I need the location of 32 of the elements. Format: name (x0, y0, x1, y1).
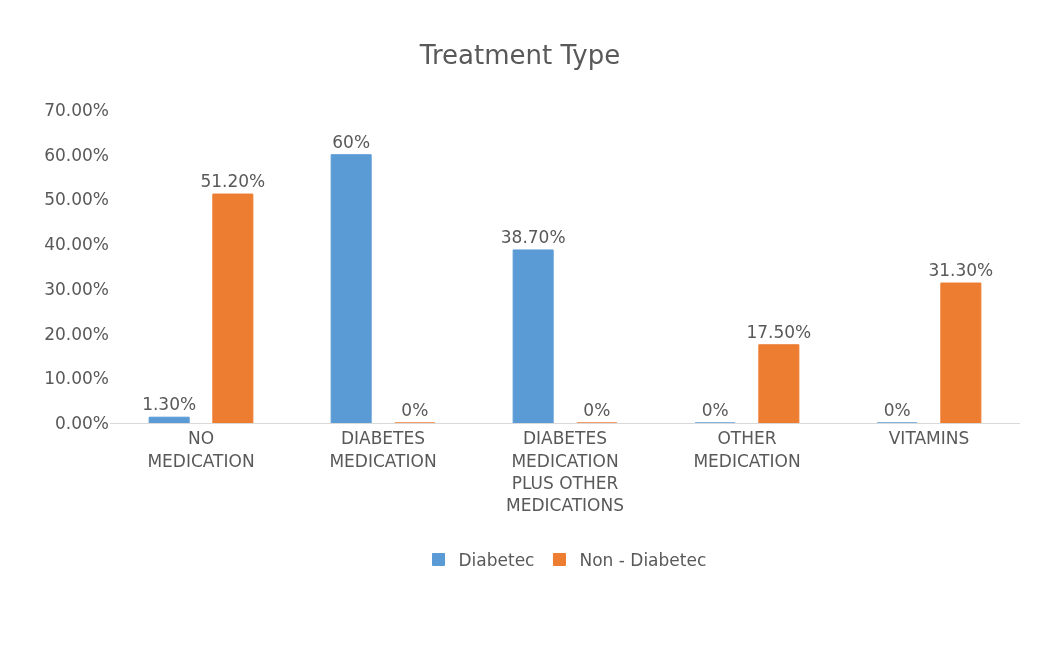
data-label: 38.70% (500, 226, 566, 247)
data-label: 0% (401, 400, 429, 420)
y-tick-label: 70.00% (44, 99, 109, 120)
y-tick-label: 60.00% (44, 144, 109, 165)
x-tick-label: OTHER MEDICATION (693, 428, 801, 471)
x-tick-label: VITAMINS (888, 428, 970, 449)
data-label: 51.20% (200, 171, 266, 192)
data-label: 60% (332, 131, 371, 152)
y-tick-label: 10.00% (44, 368, 109, 389)
data-label: 31.30% (928, 260, 994, 281)
bar (758, 344, 800, 423)
bar (940, 282, 982, 423)
y-tick-label: 0.00% (54, 412, 109, 433)
bar (512, 249, 554, 423)
data-label: 17.50% (746, 321, 812, 342)
data-label: 1.30% (142, 394, 197, 415)
bar (330, 154, 372, 423)
chart-title: Treatment Type (418, 39, 621, 70)
data-label: 0% (701, 400, 729, 420)
legend-label: Non - Diabetec (579, 550, 707, 571)
x-tick-label: DIABETES MEDICATION PLUS OTHER MEDICATIONS (506, 428, 624, 515)
bar (148, 416, 190, 423)
x-tick-label: NO MEDICATION (147, 428, 255, 471)
legend-label: Diabetec (458, 550, 535, 571)
y-tick-label: 50.00% (44, 189, 109, 210)
y-tick-label: 30.00% (44, 278, 109, 299)
data-label: 0% (883, 400, 911, 420)
x-tick-label: DIABETES MEDICATION (329, 428, 437, 471)
y-tick-label: 40.00% (44, 234, 109, 255)
data-label: 0% (583, 400, 611, 420)
y-tick-label: 20.00% (44, 323, 109, 344)
bar (212, 193, 254, 423)
